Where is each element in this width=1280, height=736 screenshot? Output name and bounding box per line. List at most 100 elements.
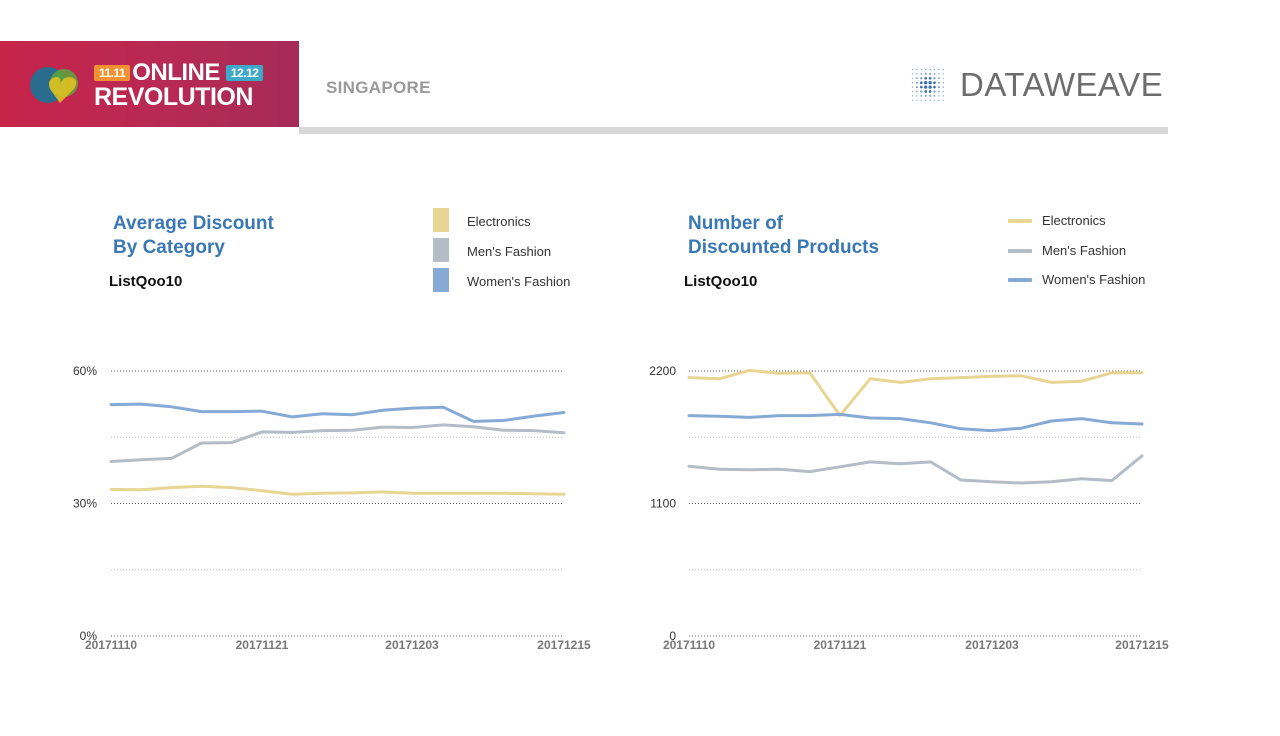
event-banner: 11.11 ONLINE 12.12 REVOLUTION [0,41,299,127]
logo-dot [942,95,944,97]
legend-swatch [433,268,449,292]
x-tick-label: 20171215 [1115,638,1169,652]
brand: DATAWEAVE [910,66,1163,104]
logo-dot [915,81,918,84]
logo-dot [920,73,923,75]
series-line-men-s-fashion [687,454,1144,485]
logo-dot [925,99,927,101]
y-tick-label: 60% [73,364,97,378]
legend-swatch [1008,249,1032,253]
legend-label: Electronics [1042,213,1106,228]
legend-swatch [433,208,449,232]
logo-dot [942,86,944,88]
series-line-women-s-fashion [687,412,1144,433]
logo-dot [938,90,940,93]
series-line-electronics [109,484,566,496]
y-tick-label: 2200 [649,364,676,378]
logo-dot [911,95,914,97]
logo-dot [911,82,914,84]
logo-dot [916,95,918,97]
legend-label: Electronics [467,214,531,229]
logo-dot [924,94,927,97]
logo-dot [916,99,918,101]
chart1-title-line2: By Category [113,237,225,258]
legend-swatch [1008,219,1032,223]
logo-dot [916,68,918,71]
logo-dot [911,77,914,79]
heart-logo-icon [30,67,78,103]
logo-dot [911,90,914,93]
logo-dot [916,90,918,93]
logo-dot [942,90,944,93]
x-tick-label: 20171121 [814,638,867,652]
region-label: SINGAPORE [326,78,431,97]
logo-dot [919,85,923,89]
logo-dot [937,81,940,84]
brand-name: DATAWEAVE [960,66,1164,103]
logo-dot [933,77,936,80]
logo-dot [938,77,940,80]
logo-dot [929,99,931,101]
x-tick-label: 20171203 [965,638,1019,652]
series-line-electronics [687,368,1144,418]
logo-dot [911,73,914,75]
logo-dot [920,68,922,71]
series-line-women-s-fashion [109,402,566,423]
chart1-title: Average Discount By Category [113,212,274,260]
logo-dot [928,81,932,85]
logo-dot [938,73,940,75]
logo-dot [942,73,944,75]
logo-dot [924,85,928,89]
chart1-subtitle: ListQoo10 [109,273,183,290]
dot-grid-logo-icon [911,68,944,101]
logo-dot [933,95,936,97]
logo-dot [942,99,944,101]
logo-dot [929,94,932,97]
chart2-subtitle: ListQoo10 [684,273,758,290]
chart2-title-line1: Number of [688,213,783,234]
header-divider [299,127,1168,134]
logo-dot [929,72,932,75]
logo-dot [933,81,936,85]
logo-dot [924,76,928,80]
y-tick-label: 30% [73,497,97,511]
logo-dot [916,73,918,75]
logo-dot [916,77,918,80]
logo-dot [920,99,922,101]
x-tick-label: 20171215 [537,638,591,652]
logo-dot [942,82,944,84]
logo-dot [933,99,936,101]
chart1-title-line1: Average Discount [113,213,274,234]
logo-dot [924,72,927,75]
logo-dot [929,68,931,71]
logo-dot [942,68,944,71]
x-tick-label: 20171121 [236,638,289,652]
chart2-title-line2: Discounted Products [688,237,880,258]
logo-dot [938,99,940,101]
legend-label: Women's Fashion [467,274,571,289]
logo-dot [911,99,914,101]
series-line-men-s-fashion [109,423,566,463]
banner-line1: ONLINE [132,59,220,86]
logo-dot [911,86,914,88]
legend-label: Men's Fashion [467,244,552,259]
logo-dot [933,85,936,89]
banner-tag-1111: 11.11 [94,65,131,81]
logo-dot [942,77,944,79]
y-tick-label: 1100 [650,497,676,511]
logo-dot [924,81,928,85]
chart2-title: Number of Discounted Products [688,212,879,260]
legend-swatch [1008,278,1032,282]
x-tick-label: 20171110 [85,638,137,652]
banner-line2: REVOLUTION [94,83,253,111]
logo-dot [928,85,932,89]
legend-label: Men's Fashion [1042,243,1127,258]
logo-dot [919,81,923,85]
logo-dot [911,68,914,71]
logo-dot [920,90,923,93]
logo-dot [938,95,940,97]
logo-dot [933,90,936,93]
logo-dot [915,86,918,89]
logo-dot [925,68,927,71]
